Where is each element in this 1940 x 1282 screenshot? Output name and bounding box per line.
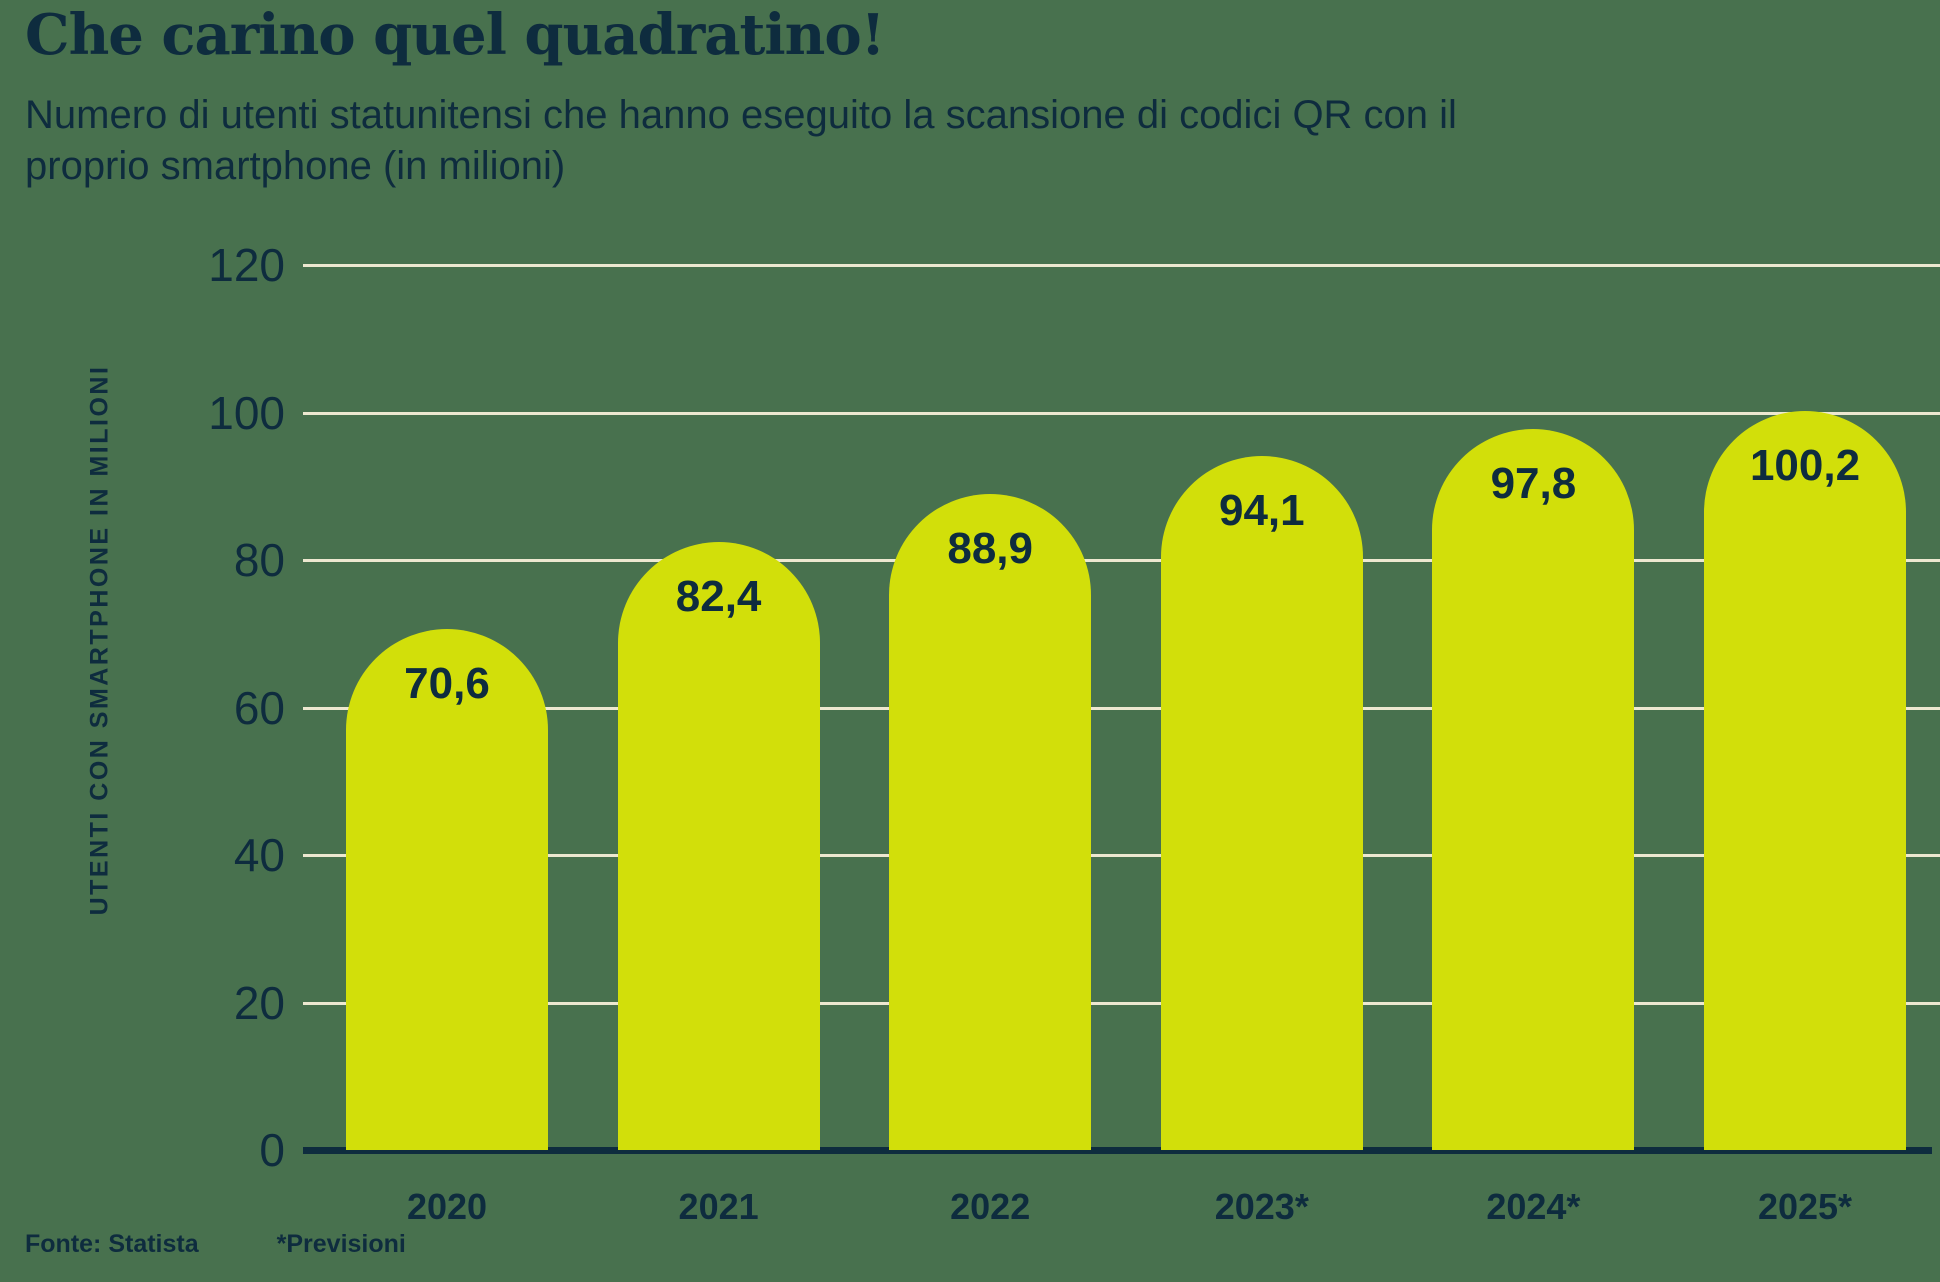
bar-2020: 70,6: [346, 629, 548, 1150]
chart-subtitle: Numero di utenti statunitensi che hanno …: [25, 90, 1457, 192]
y-tick-label-20: 20: [233, 976, 285, 1029]
bar-value-label-2020: 70,6: [404, 659, 490, 709]
source-note: Fonte: Statista: [25, 1230, 199, 1258]
gridline-40: [303, 854, 1940, 857]
x-tick-label-2020: 2020: [406, 1186, 488, 1227]
y-tick-label-120: 120: [208, 239, 285, 291]
gridline-100: [303, 411, 1940, 415]
chart-subtitle-line-1: Numero di utenti statunitensi che hanno …: [25, 93, 1457, 137]
y-tick-label-60: 60: [233, 681, 285, 734]
gridline-120: [303, 264, 1940, 267]
bar-2024: 97,8: [1432, 428, 1635, 1150]
bar-2023: 94,1: [1160, 456, 1363, 1150]
bar-2025: 100,2: [1704, 411, 1906, 1150]
chart-title: Che carino quel quadratino!: [25, 2, 885, 68]
x-axis-line: [303, 1147, 1932, 1154]
y-tick-label-100: 100: [208, 386, 285, 439]
gridline-20: [303, 1001, 1940, 1005]
x-tick-label-2021: 2021: [678, 1186, 759, 1227]
bar-value-label-2024: 97,8: [1490, 458, 1577, 508]
x-tick-label-2025: 2025*: [1757, 1186, 1853, 1227]
chart-subtitle-line-2: proprio smartphone (in milioni): [25, 144, 566, 188]
x-tick-label-2022: 2022: [950, 1186, 1031, 1227]
y-tick-label-80: 80: [233, 534, 285, 586]
gridline-80: [303, 559, 1940, 562]
gridline-60: [303, 706, 1940, 710]
footer: Fonte: Statista *Previsioni: [25, 1230, 406, 1259]
bar-value-label-2025: 100,2: [1749, 441, 1861, 491]
y-tick-label-40: 40: [233, 829, 285, 881]
y-tick-label-0: 0: [259, 1124, 285, 1176]
x-tick-label-2024: 2024*: [1486, 1186, 1581, 1227]
bar-value-label-2023: 94,1: [1218, 486, 1305, 535]
bar-value-label-2022: 88,9: [947, 524, 1033, 574]
forecast-note: *Previsioni: [276, 1230, 406, 1258]
bar-2021: 82,4: [617, 542, 820, 1150]
bar-value-label-2021: 82,4: [675, 572, 762, 622]
bar-2022: 88,9: [889, 494, 1092, 1150]
x-tick-label-2023: 2023*: [1214, 1186, 1309, 1227]
